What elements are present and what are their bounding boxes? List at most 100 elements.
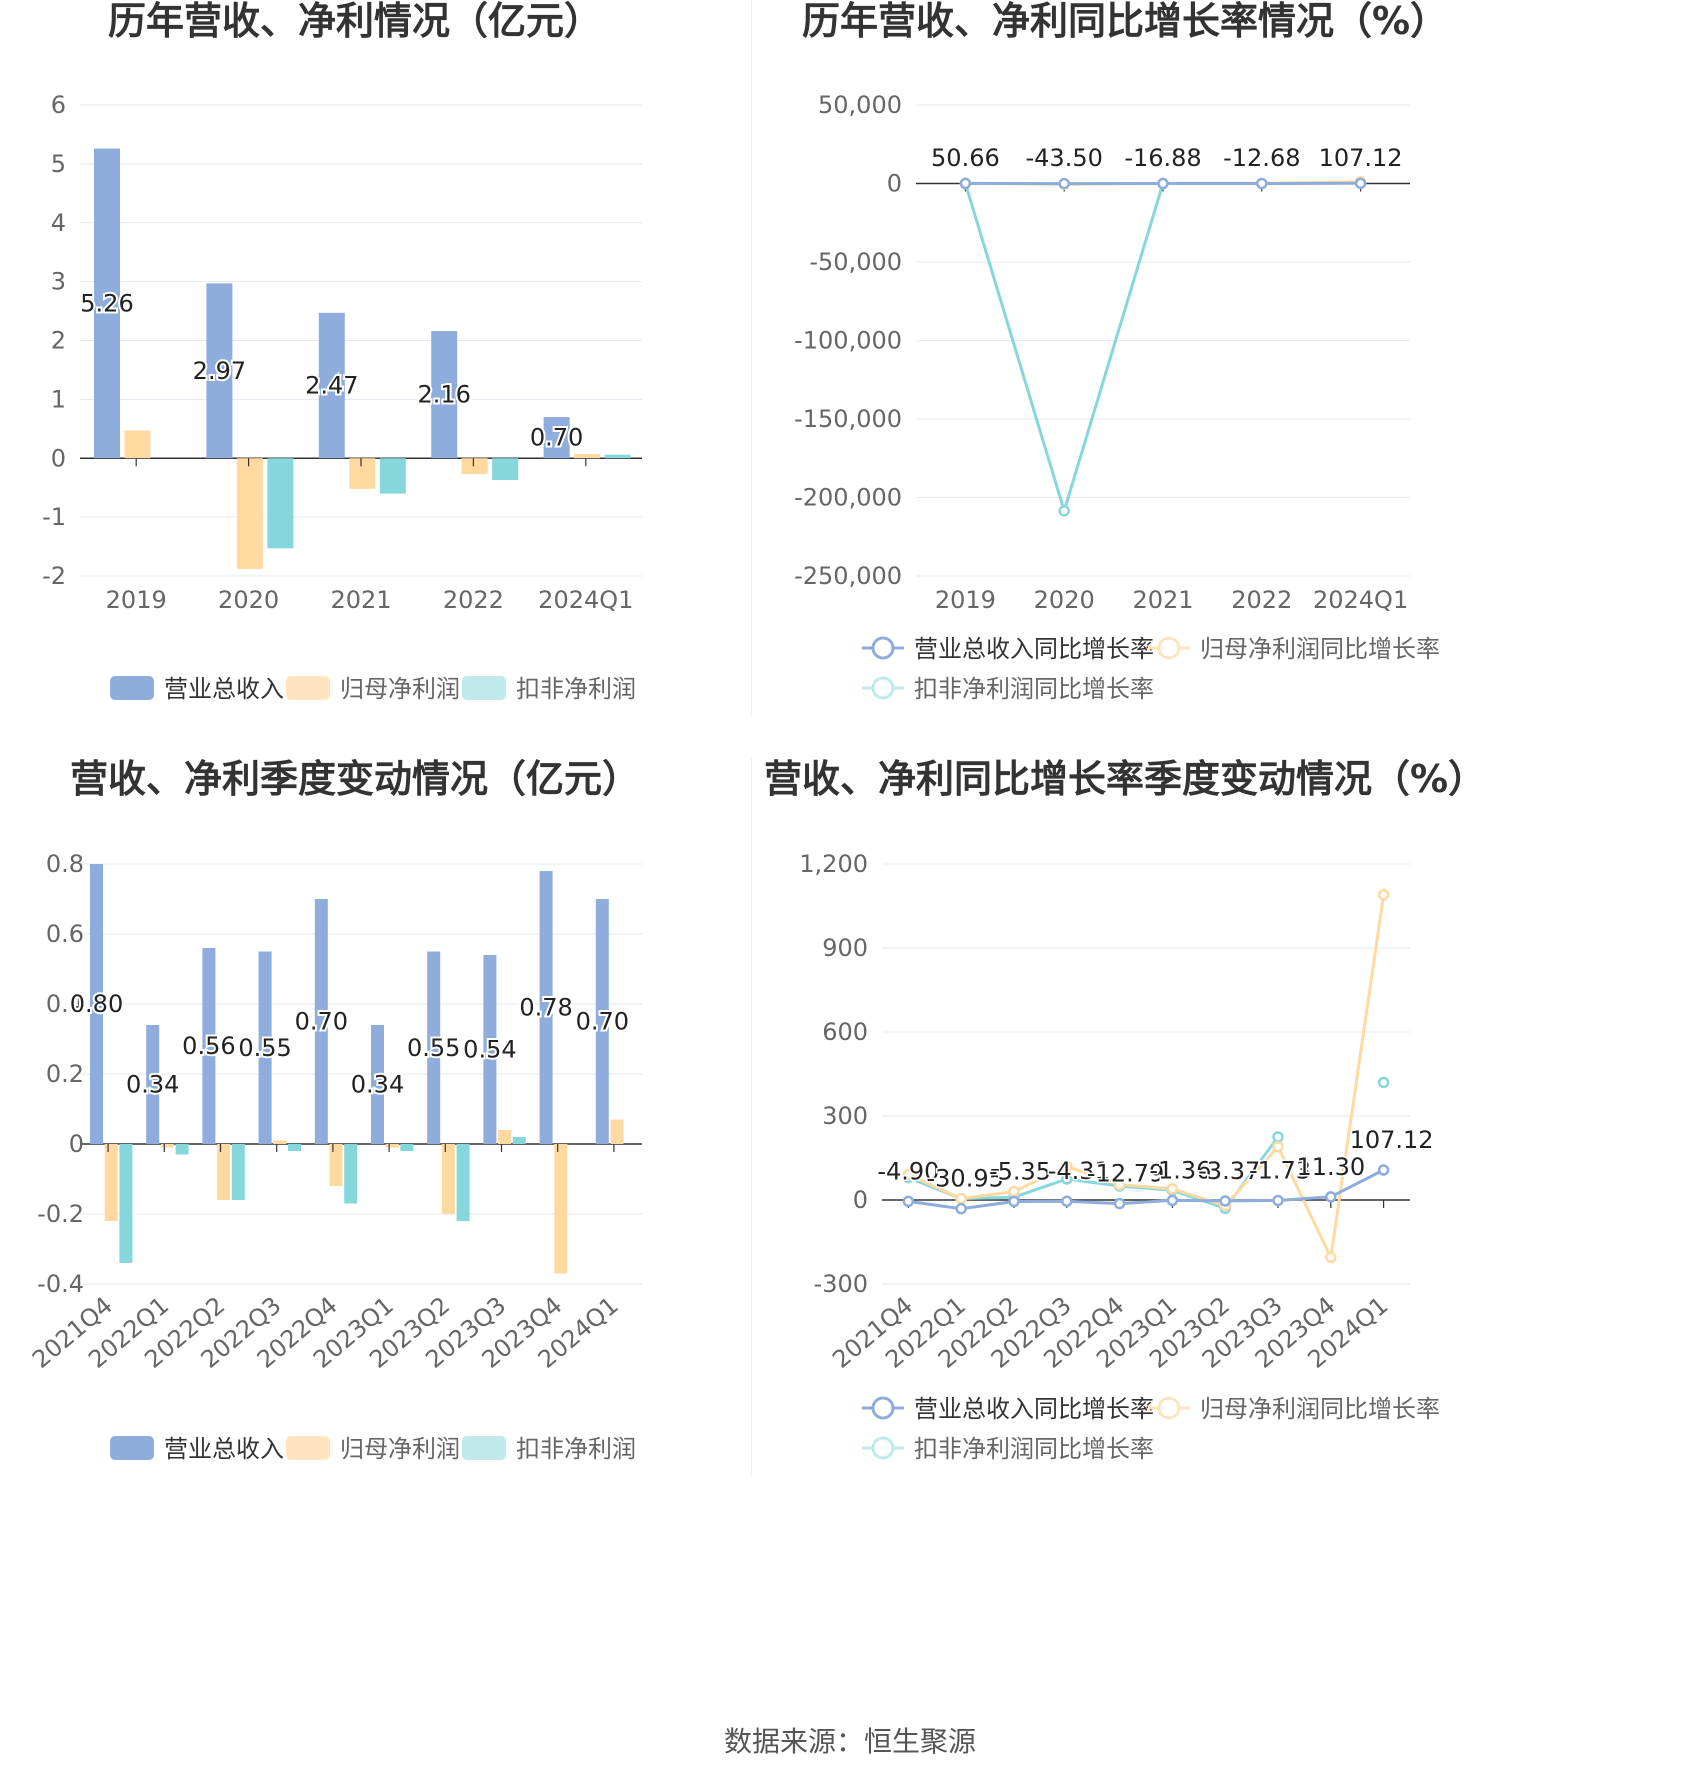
- legend-label: 营业总收入: [164, 675, 284, 703]
- point-net-profit-growth: [955, 1192, 967, 1205]
- bar-value-label: 2.97: [193, 357, 246, 385]
- bar-revenue: [90, 864, 103, 1144]
- bar-revenue: [258, 951, 272, 1144]
- point-revenue-growth: [1354, 177, 1367, 190]
- chart-title: 历年营收、净利情况（亿元）: [108, 0, 602, 43]
- legend-swatch: [110, 1436, 154, 1460]
- bar-value-label: 0.34: [351, 1071, 404, 1099]
- bar-revenue: [318, 312, 345, 459]
- line-value-label: -4.31: [1048, 1157, 1110, 1185]
- legend-swatch: [462, 676, 506, 700]
- legend-label: 营业总收入同比增长率: [914, 1395, 1154, 1423]
- x-tick-label: 2020: [218, 586, 279, 614]
- chart-title: 营收、净利同比增长率季度变动情况（%）: [764, 757, 1486, 801]
- line-deducted-profit-growth: [963, 181, 1361, 516]
- bar-value-label: 2.16: [417, 381, 470, 409]
- bar-deducted-profit: [344, 1144, 358, 1204]
- y-tick-label: 2: [51, 327, 66, 355]
- y-tick-label: -250,000: [794, 562, 902, 590]
- y-tick-label: -150,000: [794, 405, 902, 433]
- chart-title: 营收、净利季度变动情况（亿元）: [70, 757, 640, 801]
- point-revenue-growth: [1219, 1195, 1231, 1207]
- bar-revenue: [206, 283, 233, 459]
- line-value-label: -30.95: [927, 1165, 1004, 1193]
- legend-label: 扣非净利润同比增长率: [914, 675, 1154, 703]
- point-revenue-growth: [1166, 1194, 1179, 1207]
- x-tick-label: 2021: [1132, 586, 1193, 614]
- panel-divider-bottom: [751, 758, 752, 1476]
- bar-deducted-profit: [267, 458, 294, 549]
- quarterly-growth-rate-svg: 营收、净利同比增长率季度变动情况（%）1,2009006003000-30020…: [764, 757, 1486, 1463]
- point-net-profit-growth: [1272, 1141, 1284, 1153]
- y-tick-label: 0: [887, 170, 902, 198]
- point-net-profit-growth: [902, 1169, 915, 1181]
- legend-swatch: [110, 676, 154, 700]
- point-revenue-growth: [1377, 1164, 1390, 1176]
- x-tick-label: 2022: [443, 586, 504, 614]
- y-tick-label: 0.6: [46, 920, 84, 948]
- data-source-note: 数据来源：恒生聚源: [723, 1725, 976, 1758]
- legend-marker: [1157, 636, 1181, 660]
- point-net-profit-growth: [1325, 1251, 1337, 1264]
- point-revenue-growth: [1113, 1197, 1126, 1210]
- bar-revenue: [146, 1025, 160, 1144]
- line-value-label: -16.88: [1124, 144, 1201, 172]
- bar-revenue: [427, 951, 441, 1144]
- line-value-label: -43.50: [1026, 144, 1103, 172]
- bar-value-label: 0.56: [182, 1032, 235, 1060]
- legend-label: 扣非净利润: [516, 675, 636, 703]
- legend-label: 扣非净利润: [516, 1435, 636, 1463]
- y-tick-label: 6: [51, 91, 66, 119]
- bar-net-profit: [349, 458, 376, 489]
- bar-deducted-profit: [512, 1137, 526, 1144]
- bar-net-profit: [104, 1144, 118, 1221]
- y-tick-label: 0: [69, 1130, 84, 1158]
- quarterly-growth-rate-chart: 营收、净利同比增长率季度变动情况（%） 1,200 900 600 300 0 -300 20…: [752, 757, 1500, 1478]
- bar-net-profit: [554, 1144, 568, 1274]
- x-tick-label: 2024Q1: [538, 586, 633, 614]
- legend-marker: [871, 636, 895, 660]
- y-tick-label: 50,000: [818, 91, 902, 119]
- x-tick-label: 2019: [935, 586, 996, 614]
- legend-label: 归母净利润同比增长率: [1200, 635, 1440, 663]
- line-value-label: -5.35: [989, 1157, 1051, 1185]
- y-tick-label: 5: [51, 150, 66, 178]
- panel-divider-top: [751, 0, 752, 716]
- bar-value-label: 2.47: [305, 372, 358, 400]
- legend-label: 营业总收入: [164, 1435, 284, 1463]
- y-tick-label: 0.2: [46, 1060, 84, 1088]
- y-tick-label: 4: [51, 209, 66, 237]
- bar-deducted-profit: [400, 1144, 414, 1151]
- bar-revenue: [314, 899, 328, 1144]
- quarterly-revenue-profit-chart: 营收、净利季度变动情况（亿元） 0.8 0.6 0.4 0.2 0 -0.2 -0.4 0.80…: [0, 757, 751, 1478]
- x-tick-label: 2021: [330, 586, 391, 614]
- point-net-profit-growth: [1008, 1185, 1020, 1198]
- y-tick-label: -0.2: [37, 1200, 84, 1228]
- bar-deducted-profit: [231, 1144, 245, 1200]
- legend-marker: [871, 1396, 895, 1420]
- line-value-label: 50.66: [931, 144, 1000, 172]
- bar-net-profit: [574, 454, 601, 459]
- bar-deducted-profit: [379, 458, 406, 494]
- y-tick-label: 0: [853, 1186, 868, 1214]
- legend-marker: [871, 1436, 895, 1460]
- bar-net-profit: [329, 1144, 343, 1186]
- y-tick-label: -50,000: [809, 248, 902, 276]
- point-revenue-growth: [1008, 1195, 1020, 1208]
- legend-swatch: [462, 1436, 506, 1460]
- y-tick-label: -300: [814, 1270, 868, 1298]
- bar-revenue: [595, 899, 609, 1144]
- point-revenue-growth: [1157, 177, 1169, 190]
- bar-value-label: 0.70: [530, 424, 583, 452]
- legend-label: 归母净利润: [340, 1435, 460, 1463]
- legend-label: 归母净利润同比增长率: [1200, 1395, 1440, 1423]
- legend-swatch: [286, 1436, 330, 1460]
- x-tick-label: 2019: [106, 586, 167, 614]
- y-tick-label: -100,000: [794, 327, 902, 355]
- point-revenue-growth: [959, 177, 972, 190]
- legend-marker: [871, 676, 895, 700]
- bar-revenue: [543, 417, 570, 459]
- legend-swatch: [286, 676, 330, 700]
- y-tick-label: -2: [42, 562, 66, 590]
- legend-label: 营业总收入同比增长率: [914, 635, 1154, 663]
